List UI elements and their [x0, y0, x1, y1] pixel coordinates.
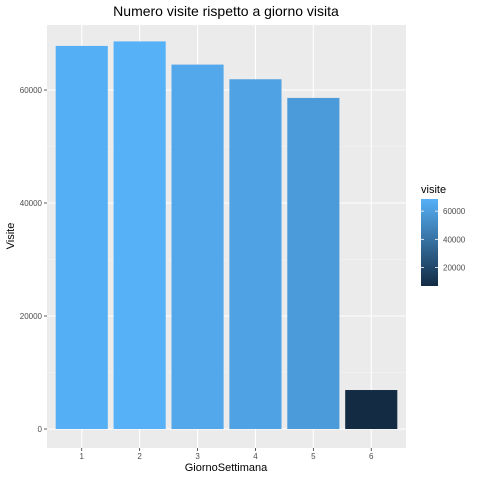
x-tick-label: 5 — [311, 452, 316, 461]
bar — [113, 41, 166, 429]
legend-ticks: 20000 40000 60000 — [421, 207, 466, 273]
legend-tick-label: 60000 — [443, 207, 466, 216]
x-tick-label: 4 — [253, 452, 258, 461]
legend-title: visite — [421, 184, 446, 196]
x-tick-label: 2 — [137, 452, 142, 461]
bar — [229, 79, 282, 429]
x-axis: 1 2 3 4 5 6 — [80, 448, 374, 461]
legend-tick-label: 40000 — [443, 235, 466, 244]
bar — [287, 97, 340, 429]
y-tick-label: 20000 — [20, 312, 43, 321]
y-axis: 0 20000 40000 60000 — [20, 86, 47, 434]
legend-tick-label: 20000 — [443, 264, 466, 273]
y-tick-label: 40000 — [20, 199, 43, 208]
bars — [55, 41, 398, 430]
x-tick-label: 3 — [195, 452, 200, 461]
bar — [345, 390, 398, 429]
y-axis-title: Visite — [5, 223, 17, 250]
x-tick-label: 6 — [369, 452, 374, 461]
chart-title: Numero visite rispetto a giorno visita — [113, 3, 339, 19]
x-tick-label: 1 — [80, 452, 85, 461]
y-tick-label: 60000 — [20, 86, 43, 95]
bar — [55, 45, 108, 430]
y-tick-label: 0 — [38, 425, 43, 434]
legend-colorbar — [421, 199, 438, 286]
bar — [171, 64, 224, 429]
x-axis-title: GiornoSettimana — [185, 462, 268, 474]
